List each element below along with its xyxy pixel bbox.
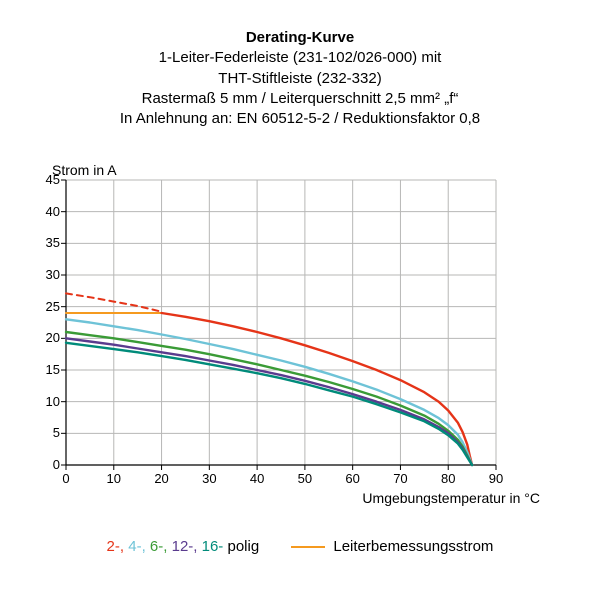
chart-title-block: Derating-Kurve 1-Leiter-Federleiste (231… [0,28,600,129]
legend-rated-swatch [291,546,325,548]
legend-item: 4-, [128,538,150,555]
title-line5: In Anlehnung an: EN 60512-5-2 / Reduktio… [0,109,600,129]
x-tick-label: 60 [341,471,365,486]
x-tick-label: 10 [102,471,126,486]
x-tick-label: 40 [245,471,269,486]
title-line2: 1-Leiter-Federleiste (231-102/026-000) m… [0,48,600,68]
legend-item: 16- [202,538,228,555]
title-line1: Derating-Kurve [0,28,600,48]
y-tick-label: 15 [34,362,60,377]
y-tick-label: 35 [34,235,60,250]
y-tick-label: 45 [34,172,60,187]
x-tick-label: 50 [293,471,317,486]
legend-item: 12-, [172,538,202,555]
series-pole2-red [162,313,473,465]
legend-suffix: polig [227,538,259,555]
x-tick-label: 90 [484,471,508,486]
title-line4: Rastermaß 5 mm / Leiterquerschnitt 2,5 m… [0,89,600,109]
y-axis-label: Strom in A [52,162,117,178]
x-axis-label: Umgebungstemperatur in °C [362,490,540,506]
x-tick-label: 0 [54,471,78,486]
title-line3: THT-Stiftleiste (232-332) [0,69,600,89]
y-tick-label: 5 [34,425,60,440]
y-tick-label: 25 [34,299,60,314]
legend-item: 6-, [150,538,172,555]
x-tick-label: 30 [197,471,221,486]
y-tick-label: 20 [34,330,60,345]
legend-series-group: 2-, 4-, 6-, 12-, 16- polig [107,538,260,555]
y-tick-label: 10 [34,394,60,409]
legend-rated-label: Leiterbemessungsstrom [333,538,493,555]
y-tick-label: 30 [34,267,60,282]
x-tick-label: 80 [436,471,460,486]
x-tick-label: 20 [150,471,174,486]
legend: 2-, 4-, 6-, 12-, 16- polig Leiterbemessu… [0,538,600,555]
legend-item: 2-, [107,538,129,555]
legend-rated: Leiterbemessungsstrom [291,538,493,555]
x-tick-label: 70 [388,471,412,486]
y-tick-label: 0 [34,457,60,472]
y-tick-label: 40 [34,204,60,219]
chart-plot [66,180,496,465]
